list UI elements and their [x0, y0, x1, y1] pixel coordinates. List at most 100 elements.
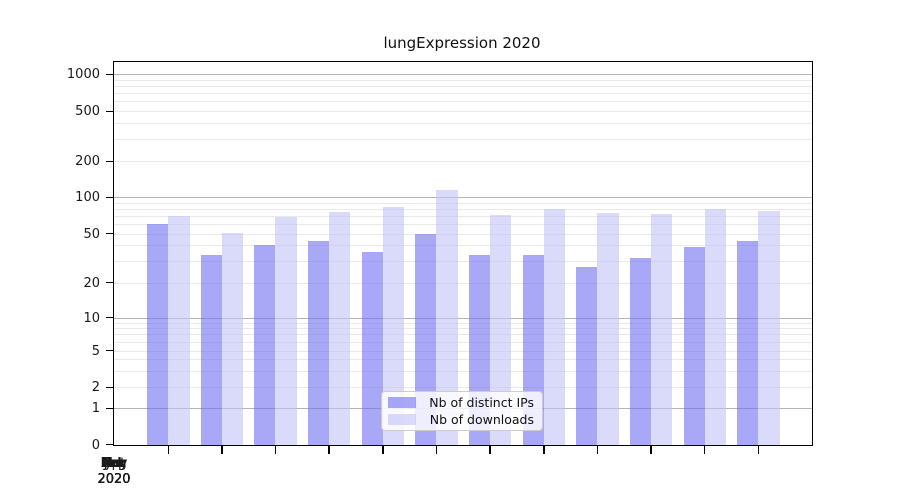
y-tick-mark: [106, 196, 114, 198]
y-tick-label: 100: [75, 190, 100, 205]
x-tick-mark: [382, 446, 384, 454]
gridline-minor: [114, 161, 812, 162]
x-tick-label-year: 2020: [97, 472, 131, 487]
x-tick-label: Jul 2020: [84, 456, 144, 488]
x-tick-mark: [704, 446, 706, 454]
x-tick-label-month: May: [100, 456, 128, 471]
x-tick-mark: [596, 446, 599, 454]
bar-distinct-ips: [254, 244, 276, 445]
bar-distinct-ips: [200, 254, 222, 445]
x-tick-label-month: Apr: [102, 456, 126, 471]
bar-downloads: [650, 214, 673, 445]
y-tick-mark: [106, 444, 114, 446]
gridline-minor: [114, 86, 812, 88]
x-tick-label: Dec 2020: [84, 456, 144, 488]
x-tick-label: Mar 2020: [84, 456, 144, 488]
bar-downloads: [275, 217, 297, 445]
x-tick-label-year: 2020: [97, 472, 131, 487]
x-tick-label-year: 2020: [97, 472, 131, 487]
x-tick-mark: [221, 446, 223, 454]
gridline-minor: [114, 215, 812, 217]
gridline-minor: [114, 387, 812, 388]
legend-swatch-downloads: [388, 413, 416, 425]
x-tick-label: Jan 2020: [84, 456, 144, 488]
x-tick-label-year: 2020: [97, 472, 131, 487]
gridline-minor: [114, 359, 812, 361]
gridline-minor: [114, 208, 812, 210]
bar-distinct-ips: [576, 266, 598, 445]
x-tick-label: Oct 2020: [84, 456, 144, 488]
x-tick-label-year: 2020: [97, 472, 131, 487]
gridline-minor: [114, 93, 812, 95]
gridline-major: [114, 317, 812, 319]
legend-swatch-distinct-ips: [388, 397, 416, 409]
x-tick-label: Aug 2020: [84, 456, 144, 488]
legend-label-downloads: Nb of downloads: [429, 411, 534, 427]
legend-item-distinct-ips: Nb of distinct IPs: [388, 395, 534, 411]
gridline-minor: [114, 370, 812, 372]
legend-box: Nb of distinct IPs Nb of downloads: [381, 391, 543, 431]
gridline-minor: [114, 282, 812, 284]
x-tick-mark: [650, 446, 652, 454]
x-tick-label-year: 2020: [97, 472, 131, 487]
bar-downloads: [221, 232, 244, 445]
y-tick-mark: [106, 160, 114, 162]
x-tick-label: May 2020: [84, 456, 144, 488]
y-tick-label: 2: [91, 380, 100, 395]
x-tick-label-month: Dec: [101, 456, 127, 471]
bar-distinct-ips: [683, 247, 705, 445]
gridline-minor: [114, 245, 812, 247]
y-tick-label: 20: [83, 275, 100, 291]
y-tick-mark: [106, 386, 114, 388]
x-tick-label-year: 2020: [97, 472, 131, 487]
y-tick-mark: [106, 233, 114, 235]
chart-title: lungExpression 2020: [383, 34, 541, 52]
gridline-major: [114, 197, 812, 198]
bar-downloads: [382, 207, 405, 445]
y-tick-label: 10: [83, 310, 100, 326]
gridline-minor: [114, 334, 812, 336]
legend-item-downloads: Nb of downloads: [388, 411, 534, 427]
bar-downloads: [489, 214, 512, 445]
y-tick-mark: [106, 282, 114, 284]
gridline-minor: [114, 79, 812, 81]
x-tick-label-year: 2020: [97, 472, 131, 487]
y-tick-mark: [106, 73, 114, 76]
bar-distinct-ips: [737, 240, 759, 445]
bar-downloads: [328, 211, 351, 445]
bar-distinct-ips: [307, 240, 329, 445]
bar-downloads: [758, 211, 780, 445]
x-tick-label-month: Jan: [103, 456, 125, 471]
y-tick-label: 0: [91, 437, 100, 453]
y-tick-label: 1: [91, 401, 100, 416]
x-tick-label: Jun 2020: [84, 456, 144, 488]
x-tick-mark: [435, 446, 438, 454]
x-tick-label: Nov 2020: [84, 456, 144, 488]
gridline-minor: [114, 123, 812, 125]
y-tick-label: 5: [91, 343, 100, 359]
gridline-major: [114, 74, 812, 76]
x-tick-mark: [489, 446, 491, 454]
x-tick-label-year: 2020: [97, 472, 131, 487]
x-tick-label-month: Jul: [106, 456, 122, 471]
x-tick-label-year: 2020: [97, 472, 131, 487]
bar-downloads: [168, 216, 190, 445]
x-tick-label-month: Mar: [101, 456, 127, 471]
bar-distinct-ips: [361, 251, 383, 445]
gridline-minor: [114, 202, 812, 204]
x-tick-label-year: 2020: [97, 472, 131, 487]
x-tick-label-month: Aug: [101, 456, 127, 471]
gridline-minor: [114, 341, 812, 343]
x-tick-label-month: Feb: [102, 456, 126, 471]
x-tick-label-month: Sep: [101, 456, 127, 471]
x-tick-label-month: Nov: [101, 456, 127, 471]
x-tick-label: Sep 2020: [84, 456, 144, 488]
gridline-minor: [114, 233, 812, 235]
x-tick-mark: [167, 446, 169, 454]
x-tick-mark: [757, 446, 760, 454]
x-tick-mark: [543, 446, 545, 454]
y-tick-mark: [106, 350, 114, 352]
y-tick-label: 1000: [66, 67, 100, 83]
y-tick-label: 50: [83, 226, 100, 242]
